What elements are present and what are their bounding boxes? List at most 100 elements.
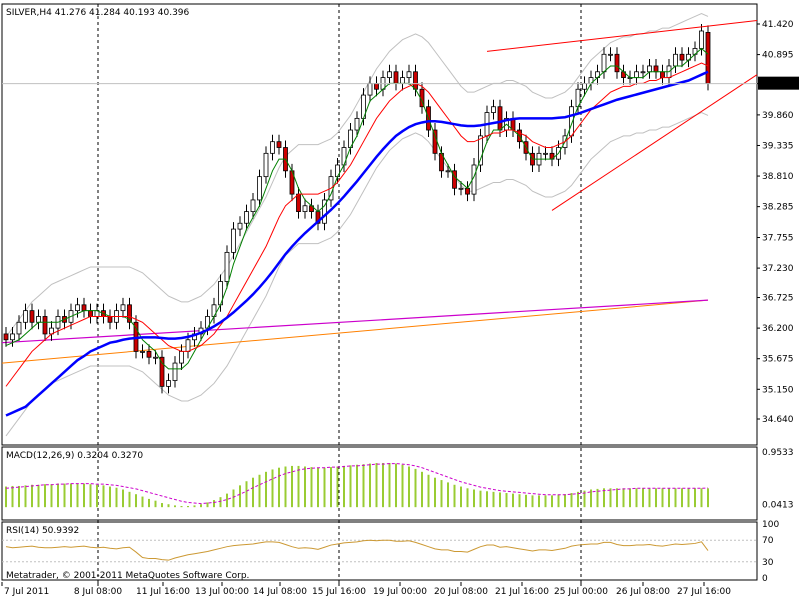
time-axis-label: 8 Jul 08:00 [74,587,123,597]
macd-title: MACD(12,26,9) 0.3204 0.3270 [6,451,143,461]
candle-body [140,351,145,353]
candle-body [478,135,483,166]
panel-frame-2 [1,446,758,521]
candle-body [244,211,249,224]
candle-body [263,152,269,178]
candle-body [705,31,711,84]
candle-body [276,141,282,148]
candle-body [673,53,678,67]
candle-body [81,304,87,312]
candle-body [413,71,418,90]
time-axis-label: 7 Jul 2011 [4,587,49,597]
time-axis-label: 20 Jul 08:00 [434,587,488,597]
candle-body [36,316,41,323]
price-axis-label: 37.230 [762,264,794,274]
candle-body [127,304,132,323]
candle-body [257,176,262,201]
candle-body [465,187,470,195]
symbol-readout: SILVER,H4 41.276 41.284 40.193 40.396 [6,8,190,18]
ma-long-orange [1,299,709,364]
candle-body [367,83,373,96]
price-axis-label: 41.420 [762,20,794,30]
time-axis-label: 25 Jul 00:00 [554,587,608,597]
candle-body [452,170,457,189]
time-axis-label: 21 Jul 16:00 [495,587,549,597]
candle-body [146,351,152,358]
candle-body [354,117,360,131]
price-axis-label: 36.200 [762,324,794,334]
rsi-axis-label: 30 [762,558,774,568]
candle-body [172,362,178,381]
candle-body [23,310,28,323]
candle-body [75,304,80,312]
candle-body [224,251,230,282]
trendline-0 [486,20,758,52]
candle-body [302,205,308,212]
candle-body [42,316,48,335]
candle-body [159,356,165,387]
time-axis-label: 11 Jul 16:00 [136,587,190,597]
candle-body [647,65,652,73]
candle-body [614,53,620,73]
price-axis-label: 38.285 [762,203,794,213]
candle-body [491,106,496,113]
candle-body [679,53,685,61]
candle-body [445,170,451,173]
candle-body [582,83,587,90]
candle-body [296,193,301,212]
candle-body [185,339,191,352]
candle-body [16,321,22,335]
price-axis-label: 40.895 [762,51,794,61]
candle-body [640,71,646,74]
last-price-label: 40.396 [761,80,793,90]
time-axis-label: 26 Jul 08:00 [616,587,670,597]
price-axis-label: 38.810 [762,172,794,182]
bollinger-lower [5,112,709,437]
candle-body [322,199,327,224]
rsi-line [5,539,709,561]
candle-body [601,53,607,73]
price-axis-label: 35.675 [762,355,794,365]
price-axis-label: 37.755 [762,234,794,244]
candle-body [458,187,464,190]
rsi-title: RSI(14) 50.9392 [6,526,79,536]
ma-long-magenta [1,299,709,344]
candle-body [237,222,243,230]
candle-body [120,304,126,312]
time-axis-label: 13 Jul 00:00 [195,587,249,597]
ma-slow-line [5,70,709,417]
rsi-axis-label: 0 [762,574,768,584]
candle-body [250,199,256,212]
candle-body [497,106,503,131]
macd-axis-label: 0.9533 [762,448,794,458]
candle-body [406,71,412,78]
price-axis-label: 36.725 [762,294,794,304]
trendline-1 [551,74,758,211]
candle-body [166,380,171,387]
candle-body [543,152,548,155]
candle-body [10,333,15,341]
rsi-axis-label: 100 [762,520,779,530]
candle-body [608,53,613,56]
candle-body [179,351,184,364]
candle-body [88,310,93,317]
candle-body [231,228,236,253]
last-price-box [758,76,799,90]
candle-body [653,65,659,73]
candle-body [400,77,405,84]
candle-body [374,83,379,90]
candle-body [699,30,704,49]
candle-body [270,141,275,154]
candle-body [393,71,399,84]
candle-body [634,71,639,78]
candle-body [107,316,113,323]
time-axis-label: 27 Jul 16:00 [677,587,731,597]
candle-body [387,71,392,78]
price-axis-label: 39.335 [762,141,794,151]
macd-axis-label: 0.0413 [762,501,794,511]
candle-body [153,356,158,359]
candle-body [29,310,35,323]
price-axis-label: 39.860 [762,111,794,121]
price-axis-label: 34.640 [762,415,794,425]
